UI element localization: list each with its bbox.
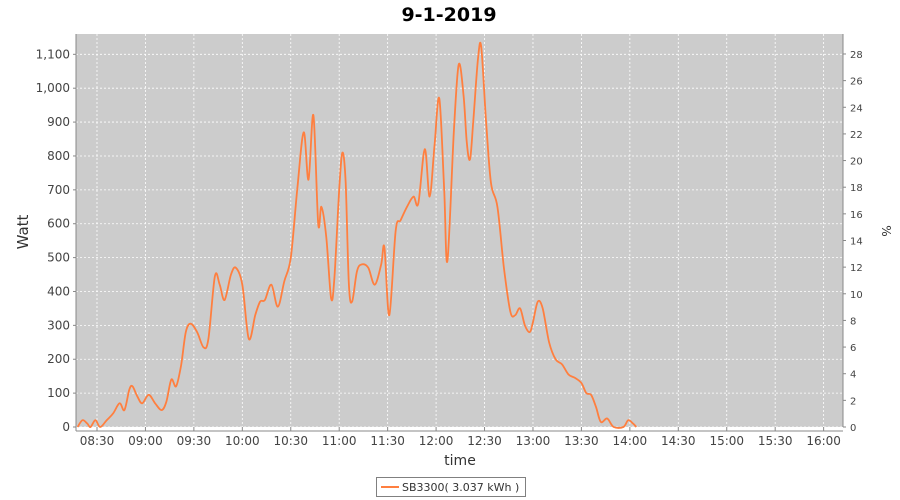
y2-tick-label: 20	[850, 157, 863, 168]
x-tick-label: 11:00	[322, 434, 357, 448]
x-tick-label: 14:00	[613, 434, 648, 448]
y-tick-label: 800	[47, 149, 70, 163]
x-tick-label: 13:00	[516, 434, 551, 448]
series-line	[76, 41, 637, 429]
y2-tick-label: 22	[850, 130, 863, 141]
x-axis-label: time	[444, 453, 476, 469]
y2-tick-label: 6	[850, 343, 856, 354]
y2-tick-label: 12	[850, 263, 863, 274]
legend-label: SB3300( 3.037 kWh )	[402, 480, 520, 494]
y-tick-label: 600	[47, 217, 70, 231]
axes: 01002003004005006007008009001,0001,10008…	[36, 34, 863, 448]
y2-tick-label: 28	[850, 50, 863, 61]
y-tick-label: 0	[62, 420, 70, 434]
y-axis-label: Watt	[14, 214, 32, 249]
x-tick-label: 14:30	[661, 434, 696, 448]
y2-tick-label: 0	[850, 423, 856, 434]
x-tick-label: 16:00	[806, 434, 841, 448]
x-tick-label: 08:30	[80, 434, 115, 448]
y-tick-label: 400	[47, 284, 70, 298]
y2-tick-label: 26	[850, 77, 863, 88]
y2-tick-label: 16	[850, 210, 863, 221]
y-tick-label: 200	[47, 352, 70, 366]
y-tick-label: 100	[47, 386, 70, 400]
chart-title: 9-1-2019	[401, 4, 496, 26]
y-tick-label: 900	[47, 115, 70, 129]
x-tick-label: 09:00	[128, 434, 163, 448]
y2-axis-label: %	[879, 225, 893, 236]
y2-tick-label: 18	[850, 183, 863, 194]
x-tick-label: 10:30	[273, 434, 308, 448]
legend-swatch	[381, 486, 399, 488]
legend: SB3300( 3.037 kWh )	[376, 477, 527, 497]
y2-tick-label: 8	[850, 316, 856, 327]
x-tick-label: 11:30	[370, 434, 405, 448]
x-tick-label: 12:00	[419, 434, 454, 448]
y2-tick-label: 10	[850, 290, 863, 301]
y-tick-label: 500	[47, 251, 70, 265]
y-tick-label: 1,000	[36, 81, 70, 95]
series-layer	[76, 41, 637, 429]
y-tick-label: 700	[47, 183, 70, 197]
plot-area	[76, 34, 843, 427]
y2-tick-label: 2	[850, 396, 856, 407]
y2-tick-label: 14	[850, 236, 863, 247]
y2-tick-label: 24	[850, 103, 863, 114]
x-tick-label: 10:00	[225, 434, 260, 448]
x-tick-label: 09:30	[177, 434, 212, 448]
x-tick-label: 15:00	[709, 434, 744, 448]
y-tick-label: 300	[47, 318, 70, 332]
x-tick-label: 13:30	[564, 434, 599, 448]
x-tick-label: 15:30	[758, 434, 793, 448]
y2-tick-label: 4	[850, 370, 856, 381]
y-tick-label: 1,100	[36, 47, 70, 61]
x-tick-label: 12:30	[467, 434, 502, 448]
